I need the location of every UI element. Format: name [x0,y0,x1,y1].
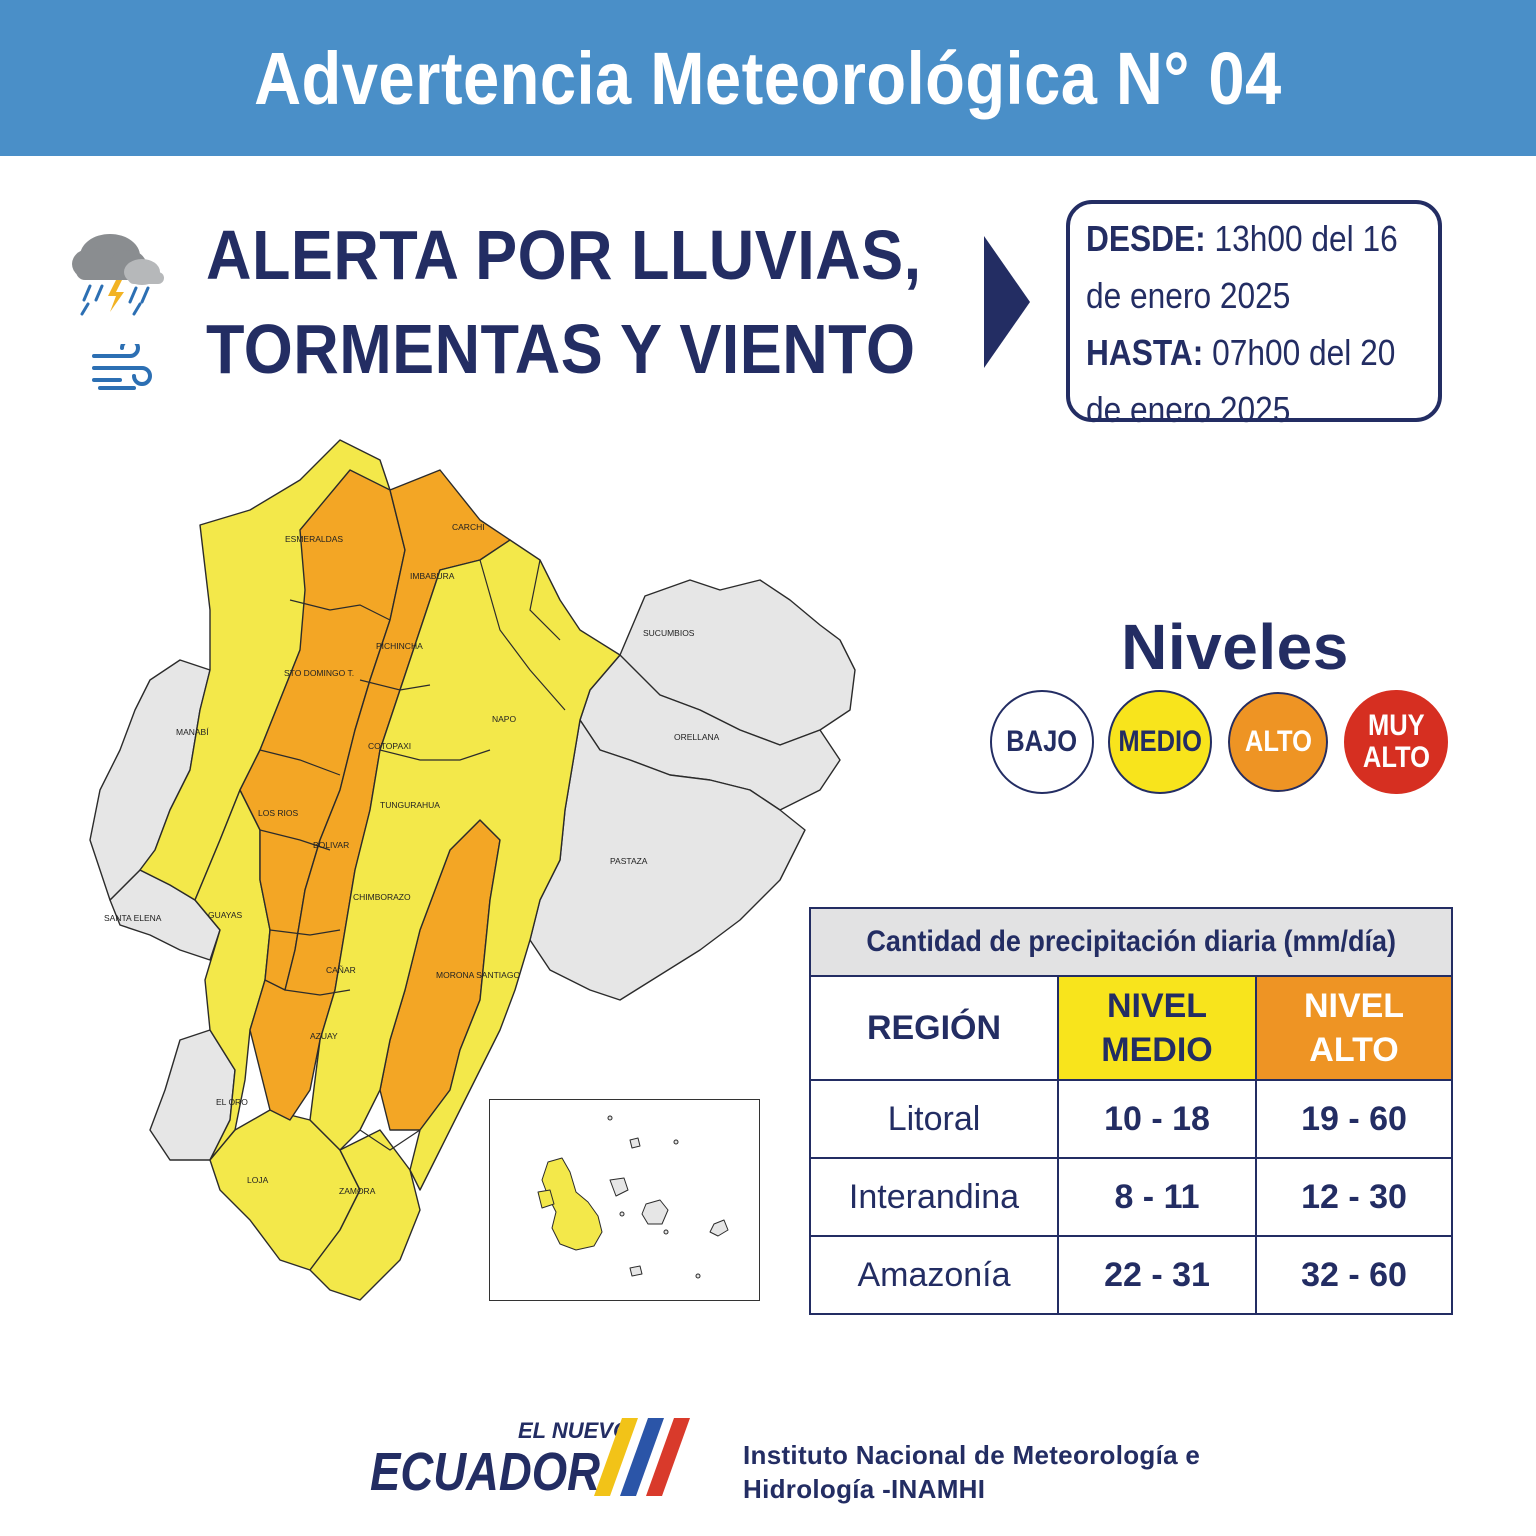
ecuador-alert-map: ESMERALDAS CARCHI IMBABURA SUCUMBIOS PIC… [89,439,856,1301]
weather-icons [70,222,170,402]
label-esmeraldas: ESMERALDAS [285,534,343,544]
precipitation-table: Cantidad de precipitación diaria (mm/día… [809,907,1453,1315]
label-morona-santiago: MORONA SANTIAGO [436,970,520,980]
medio-cell: 8 - 11 [1057,1157,1257,1237]
medio-cell: 10 - 18 [1057,1079,1257,1159]
institution-line-2: Hidrología -INAMHI [743,1474,986,1504]
from-label: DESDE: [1086,218,1206,259]
level-muy-alto: MUY ALTO [1344,690,1448,794]
region-cell: Amazonía [809,1235,1059,1315]
label-tungurahua: TUNGURAHUA [380,800,440,810]
levels-legend: BAJO MEDIO ALTO MUY ALTO [990,690,1458,794]
label-santa-elena: SANTA ELENA [104,913,162,923]
level-medio-label: MEDIO [1118,725,1202,758]
el-nuevo-ecuador-logo: EL NUEVO ECUADOR [370,1418,690,1502]
level-bajo: BAJO [990,690,1094,794]
alert-title-prefix: ALERTA POR [206,216,631,294]
level-muy-alto-label-2: ALTO [1362,741,1430,774]
level-medio: MEDIO [1108,690,1212,794]
level-bajo-label: BAJO [1006,725,1078,758]
label-azuay: AZUAY [310,1031,338,1041]
alto-cell: 32 - 60 [1255,1235,1453,1315]
table-row: Interandina 8 - 11 12 - 30 [809,1157,1453,1237]
header-nivel-medio: NIVEL MEDIO [1057,975,1257,1081]
level-alto-label: ALTO [1244,725,1312,758]
label-sucumbios: SUCUMBIOS [643,628,695,638]
province-zamora [309,1129,421,1301]
label-chimborazo: CHIMBORAZO [353,892,411,902]
label-manabi: MANABÍ [176,727,209,737]
to-value: 07h00 del 20 [1203,332,1396,373]
to-label: HASTA: [1086,332,1204,373]
label-zamora: ZAMORA [339,1186,376,1196]
logo-big-text: ECUADOR [370,1442,600,1502]
level-alto: ALTO [1226,690,1330,794]
storm-cloud-icon [72,234,164,316]
alto-cell: 19 - 60 [1255,1079,1453,1159]
header-nivel-alto: NIVEL ALTO [1255,975,1453,1081]
alert-title-line2: TORMENTAS Y VIENTO [206,310,916,388]
to-value-date: de enero 2025 [1086,389,1291,430]
label-imbabura: IMBABURA [410,571,455,581]
label-cotopaxi: COTOPAXI [368,741,411,751]
region-cell: Interandina [809,1157,1059,1237]
region-cell: Litoral [809,1079,1059,1159]
institution-name: Instituto Nacional de Meteorología e Hid… [743,1438,1200,1506]
institution-line-1: Instituto Nacional de Meteorología e [743,1440,1201,1470]
medio-cell: 22 - 31 [1057,1235,1257,1315]
province-medio-corridor [309,539,621,1191]
logo-red-stripe [646,1418,690,1496]
label-napo: NAPO [492,714,516,724]
logo-small-text: EL NUEVO [518,1418,630,1443]
label-el-oro: EL ORO [216,1097,248,1107]
label-los-rios: LOS RIOS [258,808,298,818]
label-orellana: ORELLANA [674,732,720,742]
alert-title-rain: LLUVIAS, [630,216,922,294]
label-pastaza: PASTAZA [610,856,648,866]
label-guayas: GUAYAS [208,910,242,920]
label-carchi: CARCHI [452,522,485,532]
level-muy-alto-label-1: MUY [1367,709,1425,742]
table-caption: Cantidad de precipitación diaria (mm/día… [809,907,1453,977]
header-region: REGIÓN [809,975,1059,1081]
label-canar: CAÑAR [326,965,356,975]
alert-title: ALERTA POR LLUVIAS, TORMENTAS Y VIENTO [206,208,921,396]
wind-icon [92,344,152,390]
from-value-date: de enero 2025 [1086,275,1291,316]
galapagos-map [537,1115,729,1279]
logo-yellow-stripe [594,1418,638,1496]
validity-period-box: DESDE: 13h00 del 16 de enero 2025 HASTA:… [1066,200,1442,430]
galapagos-inset [489,1099,760,1301]
label-loja: LOJA [247,1175,269,1185]
from-value: 13h00 del 16 [1205,218,1398,259]
label-sto-domingo: STO DOMINGO T. [284,668,354,678]
alto-cell: 12 - 30 [1255,1157,1453,1237]
levels-title: Niveles [1121,611,1349,683]
page-title: Advertencia Meteorológica N° 04 [254,36,1282,120]
table-row: Amazonía 22 - 31 32 - 60 [809,1235,1453,1315]
title-banner: Advertencia Meteorológica N° 04 [0,0,1536,156]
play-arrow-icon [984,236,1030,368]
logo-blue-stripe [620,1418,664,1496]
table-row: Litoral 10 - 18 19 - 60 [809,1079,1453,1159]
label-bolivar: BOLIVAR [313,840,349,850]
label-pichincha: PICHINCHA [376,641,423,651]
